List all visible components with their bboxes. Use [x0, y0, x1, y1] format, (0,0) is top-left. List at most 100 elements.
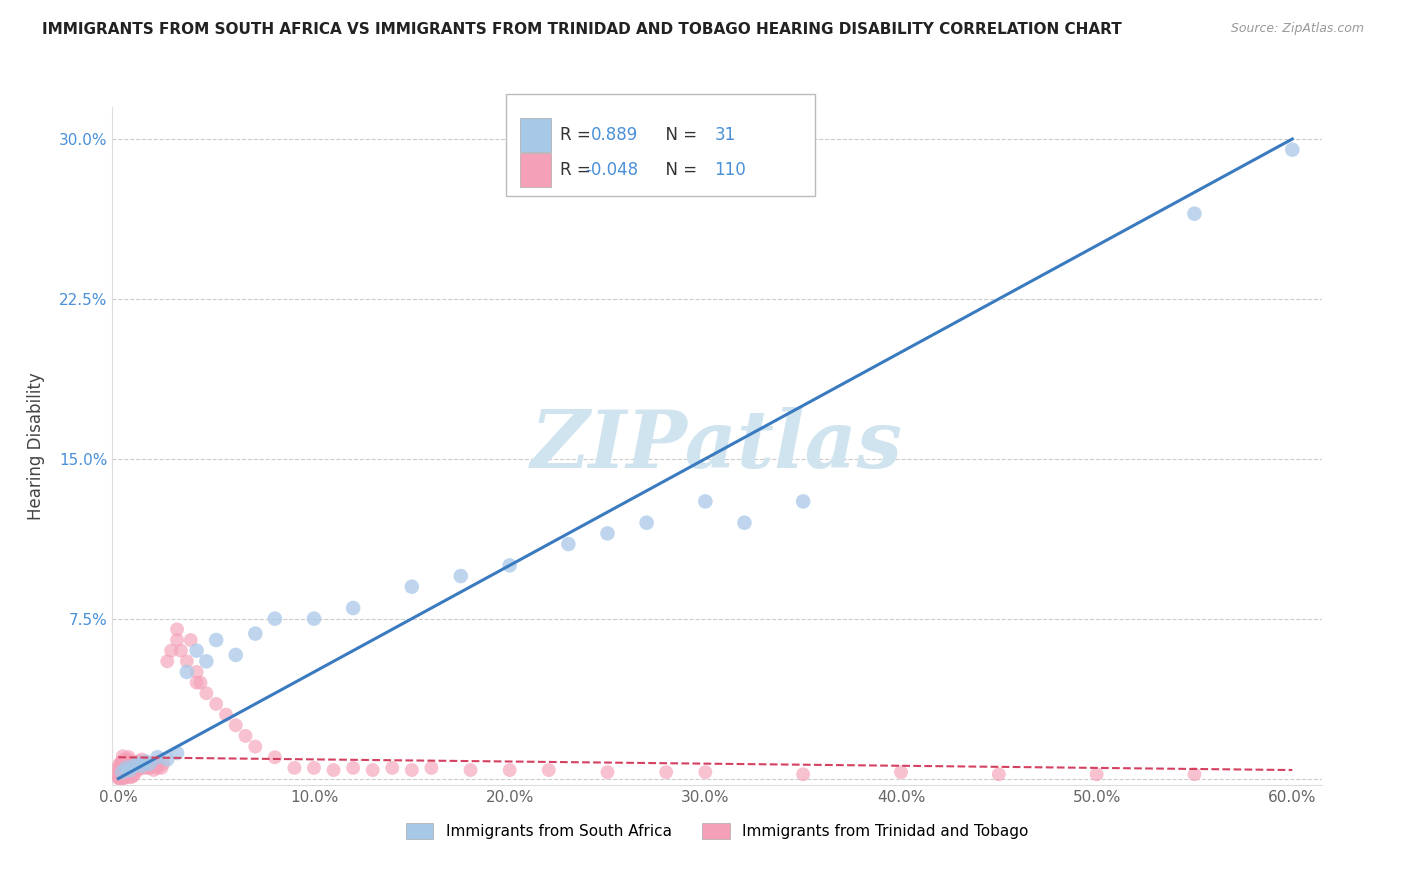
- Point: [498, 558, 520, 573]
- Point: [141, 758, 163, 772]
- Point: [890, 765, 912, 780]
- Point: [166, 623, 188, 637]
- Point: [146, 761, 169, 775]
- Point: [190, 675, 212, 690]
- Point: [498, 763, 520, 777]
- Text: 110: 110: [714, 161, 747, 179]
- Point: [225, 648, 247, 662]
- Point: [112, 765, 135, 780]
- Point: [695, 494, 717, 508]
- Point: [131, 753, 153, 767]
- Legend: Immigrants from South Africa, Immigrants from Trinidad and Tobago: Immigrants from South Africa, Immigrants…: [399, 817, 1035, 845]
- Point: [135, 756, 157, 771]
- Point: [131, 758, 153, 772]
- Point: [792, 767, 814, 781]
- Point: [1281, 143, 1303, 157]
- Point: [342, 761, 364, 775]
- Point: [115, 758, 138, 772]
- Point: [110, 765, 132, 780]
- Point: [112, 771, 135, 785]
- Point: [112, 769, 135, 783]
- Point: [146, 750, 169, 764]
- Point: [264, 612, 287, 626]
- Point: [138, 761, 160, 775]
- Point: [987, 767, 1010, 781]
- Point: [146, 758, 169, 772]
- Point: [112, 770, 135, 784]
- Point: [114, 760, 136, 774]
- Point: [128, 761, 150, 775]
- Point: [117, 767, 139, 781]
- Point: [215, 707, 238, 722]
- Point: [235, 729, 257, 743]
- Point: [127, 758, 149, 772]
- Point: [127, 763, 149, 777]
- Point: [122, 758, 145, 772]
- Point: [636, 516, 658, 530]
- Point: [120, 763, 142, 777]
- Y-axis label: Hearing Disability: Hearing Disability: [27, 372, 45, 520]
- Text: N =: N =: [655, 161, 703, 179]
- Point: [136, 756, 159, 771]
- Point: [342, 601, 364, 615]
- Text: -0.048: -0.048: [585, 161, 638, 179]
- Point: [557, 537, 579, 551]
- Point: [117, 765, 139, 780]
- Point: [108, 769, 131, 783]
- Point: [108, 757, 131, 772]
- Point: [156, 654, 179, 668]
- Point: [110, 762, 132, 776]
- Point: [195, 654, 218, 668]
- Point: [115, 761, 138, 775]
- Point: [205, 632, 228, 647]
- Point: [302, 612, 325, 626]
- Point: [460, 763, 482, 777]
- Point: [135, 755, 157, 769]
- Point: [156, 752, 179, 766]
- Point: [107, 772, 129, 786]
- Point: [176, 665, 198, 679]
- Point: [655, 765, 678, 780]
- Point: [132, 761, 155, 775]
- Point: [131, 758, 153, 772]
- Point: [145, 758, 167, 772]
- Point: [264, 750, 287, 764]
- Point: [401, 580, 423, 594]
- Point: [381, 761, 404, 775]
- Point: [186, 665, 208, 679]
- Point: [225, 718, 247, 732]
- Point: [283, 761, 305, 775]
- Point: [108, 769, 131, 783]
- Text: R =: R =: [560, 161, 596, 179]
- Point: [245, 626, 267, 640]
- Point: [322, 763, 344, 777]
- Point: [1184, 206, 1206, 220]
- Point: [110, 765, 132, 780]
- Point: [136, 761, 159, 775]
- Point: [205, 697, 228, 711]
- Point: [115, 755, 138, 769]
- Point: [166, 746, 188, 760]
- Point: [111, 765, 134, 780]
- Point: [111, 755, 134, 769]
- Point: [186, 675, 208, 690]
- Point: [596, 765, 619, 780]
- Point: [108, 771, 131, 785]
- Point: [107, 770, 129, 784]
- Point: [186, 643, 208, 657]
- Point: [160, 643, 183, 657]
- Text: Source: ZipAtlas.com: Source: ZipAtlas.com: [1230, 22, 1364, 36]
- Point: [117, 752, 139, 766]
- Point: [170, 643, 193, 657]
- Point: [108, 767, 131, 781]
- Text: 31: 31: [714, 126, 735, 144]
- Point: [111, 749, 134, 764]
- Point: [127, 755, 149, 769]
- Point: [401, 763, 423, 777]
- Point: [122, 763, 145, 777]
- Point: [142, 763, 165, 777]
- Point: [138, 756, 160, 771]
- Point: [420, 761, 443, 775]
- Point: [121, 756, 143, 771]
- Point: [121, 761, 143, 775]
